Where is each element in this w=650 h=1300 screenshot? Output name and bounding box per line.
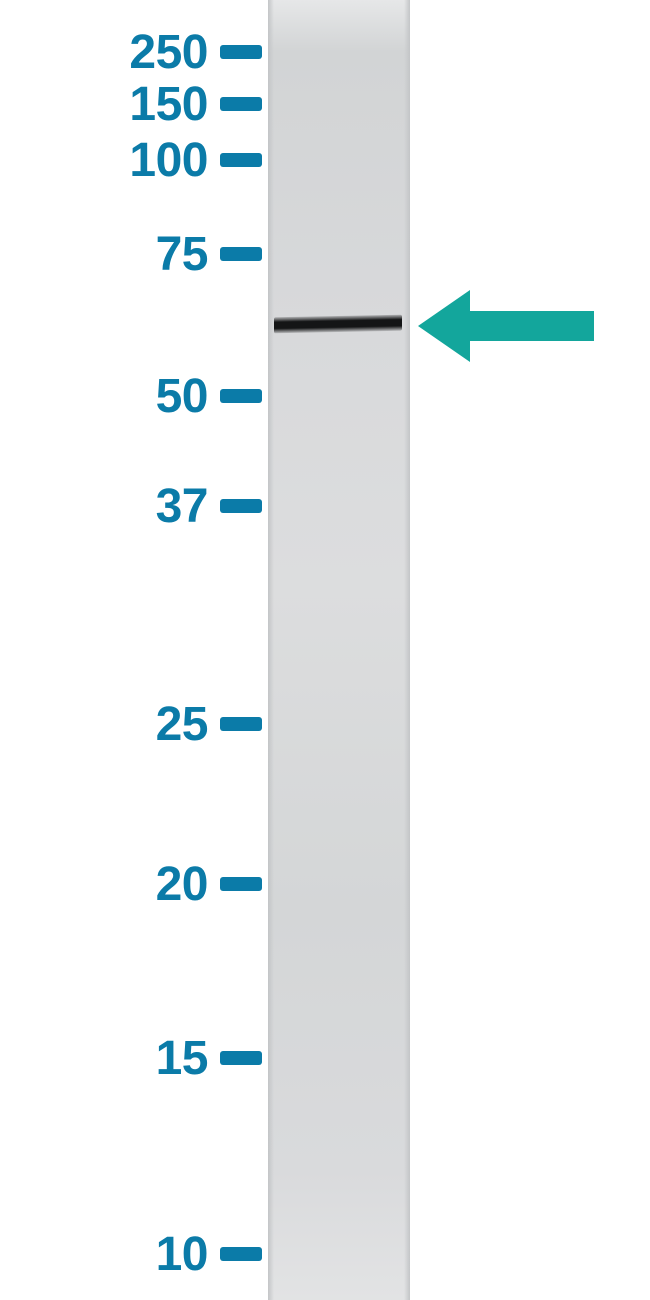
mw-tick-250: [220, 45, 262, 59]
mw-label-100: 100: [129, 133, 208, 188]
mw-tick-37: [220, 499, 262, 513]
mw-label-15: 15: [156, 1031, 208, 1086]
mw-label-150: 150: [129, 77, 208, 132]
mw-tick-25: [220, 717, 262, 731]
mw-label-37: 37: [156, 479, 208, 534]
blot-lane: [268, 0, 410, 1300]
mw-tick-75: [220, 247, 262, 261]
mw-label-20: 20: [156, 857, 208, 912]
mw-tick-10: [220, 1247, 262, 1261]
protein-band: [274, 315, 402, 334]
mw-label-50: 50: [156, 369, 208, 424]
band-arrow: [418, 290, 594, 362]
mw-tick-15: [220, 1051, 262, 1065]
mw-label-10: 10: [156, 1227, 208, 1282]
mw-tick-100: [220, 153, 262, 167]
mw-label-250: 250: [129, 25, 208, 80]
mw-label-25: 25: [156, 697, 208, 752]
blot-canvas: 250150100 75 50 37 25 20 15 10: [0, 0, 650, 1300]
mw-tick-150: [220, 97, 262, 111]
mw-label-75: 75: [156, 227, 208, 282]
mw-tick-50: [220, 389, 262, 403]
mw-tick-20: [220, 877, 262, 891]
arrow-left-icon: [418, 290, 594, 362]
